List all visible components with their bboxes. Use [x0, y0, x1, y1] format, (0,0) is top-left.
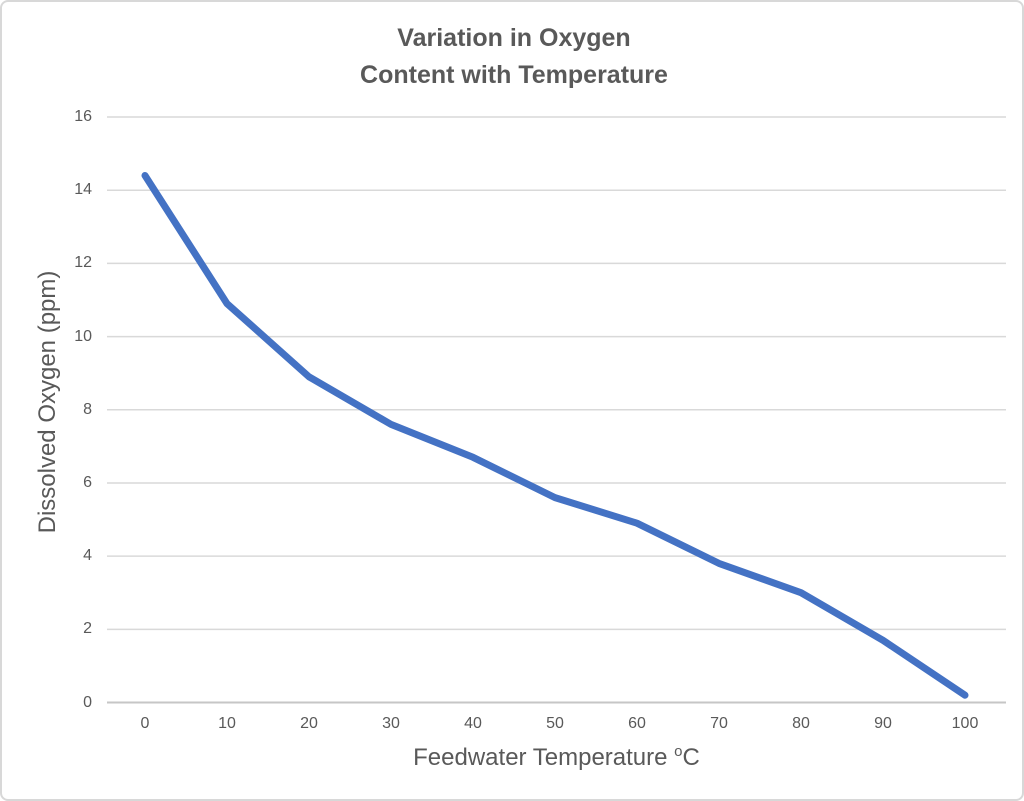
y-tick-label: 8 — [83, 400, 92, 418]
x-axis-title-superscript: o — [674, 743, 683, 760]
x-tick-label: 90 — [874, 715, 892, 732]
x-tick-label: 40 — [464, 715, 482, 732]
x-tick-label: 80 — [792, 715, 810, 732]
chart-title-line-1: Variation in Oxygen — [397, 24, 631, 52]
y-tick-label: 6 — [83, 473, 92, 491]
x-tick-label: 0 — [140, 715, 150, 732]
y-tick-label: 2 — [83, 620, 92, 638]
x-axis-title-unit: C — [682, 744, 700, 771]
x-tick-label: 70 — [710, 715, 728, 732]
y-tick-label: 10 — [74, 327, 92, 345]
gridlines — [107, 116, 1006, 704]
dissolved-oxygen-line — [141, 172, 969, 699]
y-tick-label: 14 — [74, 181, 92, 199]
x-axis-title: Feedwater Temperature oC — [107, 744, 1006, 772]
y-tick-label: 0 — [83, 693, 92, 711]
y-tick-label: 16 — [74, 108, 92, 125]
x-axis-title-text: Feedwater Temperature — [413, 744, 675, 771]
x-tick-label: 30 — [382, 715, 400, 732]
y-axis-title-text: Dissolved Oxygen (ppm) — [34, 270, 61, 534]
x-tick-label: 60 — [628, 715, 646, 732]
x-tick-label: 100 — [951, 715, 979, 732]
x-tick-label: 10 — [218, 715, 236, 732]
chart-title: Variation in Oxygen Content with Tempera… — [2, 20, 1022, 94]
x-tick-label: 20 — [300, 715, 318, 732]
y-tick-label: 4 — [83, 547, 92, 565]
y-tick-label: 12 — [74, 254, 92, 272]
x-tick-label: 50 — [546, 715, 564, 732]
chart-title-line-2: Content with Temperature — [360, 61, 668, 89]
